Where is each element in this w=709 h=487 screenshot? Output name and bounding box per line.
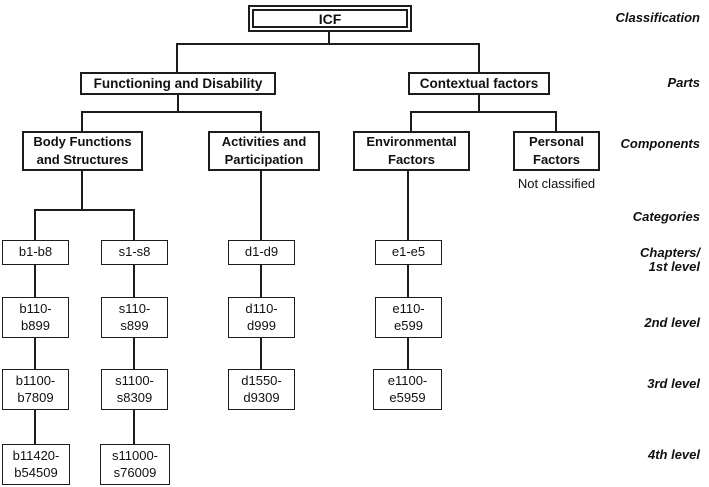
connector: [407, 338, 409, 369]
d-level3-line2: d9309: [243, 389, 280, 405]
e-level2-box: e110- e599: [375, 297, 442, 338]
body-functions-structures-box: Body Functions and Structures: [22, 131, 143, 171]
connector: [34, 209, 135, 211]
d-level2-line2: d999: [247, 317, 276, 333]
personal-factors-box: Personal Factors: [513, 131, 600, 171]
connector: [410, 111, 412, 131]
side-label-chapters-1st-level: Chapters/ 1st level: [640, 246, 700, 274]
connector: [260, 111, 262, 131]
connector: [177, 94, 179, 112]
not-classified-note: Not classified: [517, 176, 596, 191]
s-level2-line2: s899: [120, 317, 149, 333]
connector: [34, 209, 36, 240]
side-label-parts: Parts: [667, 75, 700, 90]
d-chapter-box: d1-d9: [228, 240, 295, 265]
s-level4-line1: s11000-: [111, 447, 158, 463]
e-level2-line1: e110-: [392, 300, 425, 316]
s-level3-line2: s8309: [116, 389, 153, 405]
connector: [34, 338, 36, 369]
b-level4-line2: b54509: [14, 464, 58, 480]
s-chapter-box: s1-s8: [101, 240, 168, 265]
connector: [407, 170, 409, 240]
activities-participation-box: Activities and Participation: [208, 131, 320, 171]
connector: [328, 31, 330, 44]
connector: [407, 265, 409, 297]
side-label-3rd-level: 3rd level: [647, 376, 700, 391]
b-level2-line2: b899: [21, 317, 50, 333]
d-level2-line1: d110-: [245, 300, 278, 316]
connector: [260, 265, 262, 297]
functioning-disability-box: Functioning and Disability: [80, 72, 276, 95]
side-label-categories: Categories: [632, 209, 700, 224]
b-level2-box: b110- b899: [2, 297, 69, 338]
e-level3-line2: e5959: [389, 389, 426, 405]
connector: [176, 43, 480, 45]
icf-box-label: ICF: [252, 9, 408, 28]
personal-line1: Personal: [529, 134, 584, 150]
side-label-2nd-level: 2nd level: [644, 315, 700, 330]
connector: [133, 209, 135, 240]
e-level3-line1: e1100-: [387, 372, 428, 388]
b-level3-box: b1100- b7809: [2, 369, 69, 410]
connector: [81, 111, 83, 131]
b-level3-line1: b1100-: [15, 372, 56, 388]
s-level3-box: s1100- s8309: [101, 369, 168, 410]
connector: [478, 94, 480, 112]
side-label-components: Components: [620, 136, 700, 151]
side-label-chapters-line2: 1st level: [648, 259, 700, 274]
connector: [81, 111, 262, 113]
environmental-line1: Environmental: [366, 134, 457, 150]
connector: [176, 43, 178, 72]
d-level3-line1: d1550-: [241, 372, 282, 388]
contextual-factors-box: Contextual factors: [408, 72, 550, 95]
body-functions-line2: and Structures: [36, 152, 129, 167]
connector: [260, 170, 262, 240]
s-level4-box: s11000- s76009: [100, 444, 170, 485]
personal-line2: Factors: [533, 152, 580, 167]
connector: [34, 410, 36, 444]
contextual-factors-label: Contextual factors: [419, 76, 539, 91]
environmental-factors-box: Environmental Factors: [353, 131, 470, 171]
b-level4-box: b11420- b54509: [2, 444, 70, 485]
b-level4-line1: b11420-: [12, 447, 60, 463]
b-level3-line2: b7809: [17, 389, 54, 405]
functioning-disability-label: Functioning and Disability: [93, 76, 263, 91]
connector: [133, 338, 135, 369]
connector: [34, 265, 36, 297]
d-level3-box: d1550- d9309: [228, 369, 295, 410]
side-label-chapters-line1: Chapters/: [640, 245, 700, 260]
connector: [555, 111, 557, 131]
connector: [133, 410, 135, 444]
activities-line1: Activities and: [221, 134, 307, 150]
b-level2-line1: b110-: [19, 300, 52, 316]
s-level4-line2: s76009: [113, 464, 157, 480]
e-chapter-box: e1-e5: [375, 240, 442, 265]
activities-line2: Participation: [224, 152, 304, 167]
connector: [133, 265, 135, 297]
body-functions-line1: Body Functions: [33, 134, 132, 150]
connector: [478, 43, 480, 72]
icf-box: ICF: [248, 5, 412, 32]
s-level2-line1: s110-: [118, 300, 151, 316]
b-chapter-box: b1-b8: [2, 240, 69, 265]
d-level2-box: d110- d999: [228, 297, 295, 338]
side-label-4th-level: 4th level: [647, 447, 700, 462]
connector: [81, 170, 83, 210]
e-level2-line2: e599: [394, 317, 423, 333]
s-level3-line1: s1100-: [115, 372, 154, 388]
side-label-classification: Classification: [615, 10, 700, 25]
connector: [410, 111, 557, 113]
e-level3-box: e1100- e5959: [373, 369, 442, 410]
connector: [260, 338, 262, 369]
s-level2-box: s110- s899: [101, 297, 168, 338]
environmental-line2: Factors: [388, 152, 435, 167]
